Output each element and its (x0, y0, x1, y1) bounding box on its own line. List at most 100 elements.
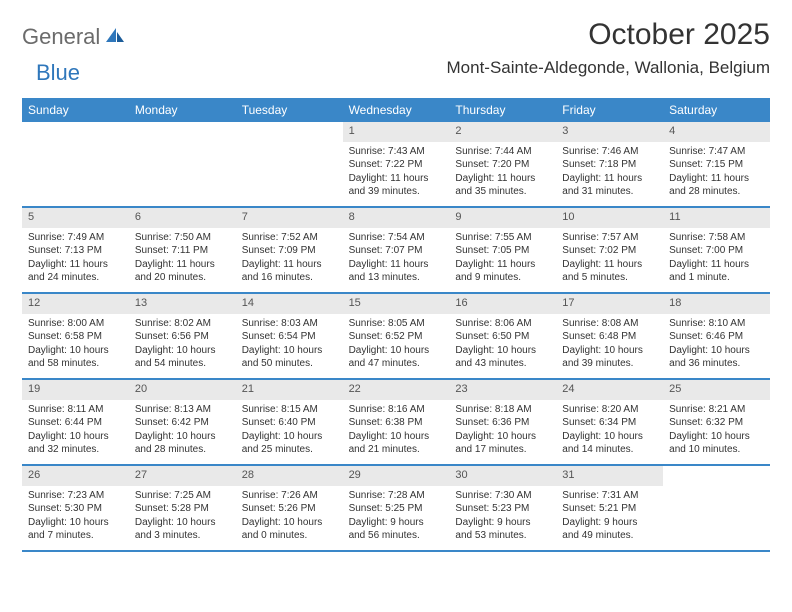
day-detail: Daylight: 10 hours (349, 344, 444, 358)
day-body: Sunrise: 8:08 AMSunset: 6:48 PMDaylight:… (556, 314, 663, 377)
day-body: Sunrise: 7:28 AMSunset: 5:25 PMDaylight:… (343, 486, 450, 549)
day-cell: 21Sunrise: 8:15 AMSunset: 6:40 PMDayligh… (236, 380, 343, 464)
day-detail: Sunrise: 7:26 AM (242, 489, 337, 503)
day-detail: and 14 minutes. (562, 443, 657, 457)
week-row: 1Sunrise: 7:43 AMSunset: 7:22 PMDaylight… (22, 122, 770, 208)
day-detail: and 5 minutes. (562, 271, 657, 285)
day-detail: Sunrise: 7:44 AM (455, 145, 550, 159)
day-detail: Sunrise: 7:31 AM (562, 489, 657, 503)
day-body: Sunrise: 7:58 AMSunset: 7:00 PMDaylight:… (663, 228, 770, 291)
day-detail: Sunset: 6:36 PM (455, 416, 550, 430)
day-detail: Sunset: 7:15 PM (669, 158, 764, 172)
day-number: 16 (449, 294, 556, 314)
day-detail: Sunrise: 7:54 AM (349, 231, 444, 245)
day-detail: Sunrise: 7:58 AM (669, 231, 764, 245)
day-detail: Daylight: 9 hours (455, 516, 550, 530)
day-body: Sunrise: 8:00 AMSunset: 6:58 PMDaylight:… (22, 314, 129, 377)
day-cell: 8Sunrise: 7:54 AMSunset: 7:07 PMDaylight… (343, 208, 450, 292)
day-number: 20 (129, 380, 236, 400)
day-cell (22, 122, 129, 206)
day-header-friday: Friday (556, 98, 663, 122)
day-detail: Daylight: 10 hours (669, 344, 764, 358)
day-number: 12 (22, 294, 129, 314)
day-detail: and 17 minutes. (455, 443, 550, 457)
day-detail: Sunrise: 8:10 AM (669, 317, 764, 331)
day-body: Sunrise: 7:46 AMSunset: 7:18 PMDaylight:… (556, 142, 663, 205)
day-detail: and 47 minutes. (349, 357, 444, 371)
day-detail: and 53 minutes. (455, 529, 550, 543)
day-cell: 9Sunrise: 7:55 AMSunset: 7:05 PMDaylight… (449, 208, 556, 292)
day-detail: and 58 minutes. (28, 357, 123, 371)
day-detail: Sunset: 5:30 PM (28, 502, 123, 516)
day-number: 13 (129, 294, 236, 314)
day-detail: Daylight: 11 hours (562, 172, 657, 186)
day-body: Sunrise: 7:47 AMSunset: 7:15 PMDaylight:… (663, 142, 770, 205)
day-detail: Daylight: 11 hours (28, 258, 123, 272)
week-row: 12Sunrise: 8:00 AMSunset: 6:58 PMDayligh… (22, 294, 770, 380)
weeks-container: 1Sunrise: 7:43 AMSunset: 7:22 PMDaylight… (22, 122, 770, 552)
day-detail: Daylight: 11 hours (455, 258, 550, 272)
day-detail: and 35 minutes. (455, 185, 550, 199)
day-body: Sunrise: 8:06 AMSunset: 6:50 PMDaylight:… (449, 314, 556, 377)
day-body: Sunrise: 7:44 AMSunset: 7:20 PMDaylight:… (449, 142, 556, 205)
day-body: Sunrise: 7:54 AMSunset: 7:07 PMDaylight:… (343, 228, 450, 291)
day-body: Sunrise: 7:26 AMSunset: 5:26 PMDaylight:… (236, 486, 343, 549)
day-detail: and 28 minutes. (135, 443, 230, 457)
day-detail: and 31 minutes. (562, 185, 657, 199)
day-detail: Daylight: 11 hours (562, 258, 657, 272)
day-number: 23 (449, 380, 556, 400)
day-cell: 1Sunrise: 7:43 AMSunset: 7:22 PMDaylight… (343, 122, 450, 206)
day-detail: Sunrise: 8:05 AM (349, 317, 444, 331)
title-block: October 2025 Mont-Sainte-Aldegonde, Wall… (447, 18, 771, 78)
day-cell: 11Sunrise: 7:58 AMSunset: 7:00 PMDayligh… (663, 208, 770, 292)
day-detail: Sunset: 7:09 PM (242, 244, 337, 258)
day-detail: and 54 minutes. (135, 357, 230, 371)
day-detail: Sunset: 6:34 PM (562, 416, 657, 430)
day-number: 10 (556, 208, 663, 228)
day-detail: Sunrise: 7:55 AM (455, 231, 550, 245)
day-detail: Sunrise: 8:16 AM (349, 403, 444, 417)
day-detail: Sunrise: 7:46 AM (562, 145, 657, 159)
day-detail: and 50 minutes. (242, 357, 337, 371)
day-body: Sunrise: 8:11 AMSunset: 6:44 PMDaylight:… (22, 400, 129, 463)
day-detail: and 39 minutes. (349, 185, 444, 199)
day-number: 24 (556, 380, 663, 400)
day-body: Sunrise: 8:13 AMSunset: 6:42 PMDaylight:… (129, 400, 236, 463)
day-header-tuesday: Tuesday (236, 98, 343, 122)
logo-text-blue: Blue (36, 60, 80, 86)
day-detail: Sunrise: 7:30 AM (455, 489, 550, 503)
day-detail: Sunrise: 7:23 AM (28, 489, 123, 503)
day-cell: 25Sunrise: 8:21 AMSunset: 6:32 PMDayligh… (663, 380, 770, 464)
day-number: 3 (556, 122, 663, 142)
day-detail: and 28 minutes. (669, 185, 764, 199)
day-detail: Daylight: 11 hours (242, 258, 337, 272)
day-detail: Sunrise: 8:11 AM (28, 403, 123, 417)
week-row: 5Sunrise: 7:49 AMSunset: 7:13 PMDaylight… (22, 208, 770, 294)
logo-text-general: General (22, 24, 100, 50)
day-number: 5 (22, 208, 129, 228)
day-detail: Sunset: 5:28 PM (135, 502, 230, 516)
day-detail: and 1 minute. (669, 271, 764, 285)
day-detail: Daylight: 10 hours (349, 430, 444, 444)
day-cell: 30Sunrise: 7:30 AMSunset: 5:23 PMDayligh… (449, 466, 556, 550)
day-number: 1 (343, 122, 450, 142)
day-detail: Daylight: 11 hours (349, 172, 444, 186)
day-cell: 29Sunrise: 7:28 AMSunset: 5:25 PMDayligh… (343, 466, 450, 550)
day-cell (663, 466, 770, 550)
day-detail: Sunrise: 8:00 AM (28, 317, 123, 331)
day-number: 2 (449, 122, 556, 142)
day-detail: Daylight: 11 hours (669, 258, 764, 272)
day-detail: Sunrise: 8:18 AM (455, 403, 550, 417)
day-detail: Sunset: 6:42 PM (135, 416, 230, 430)
day-cell: 15Sunrise: 8:05 AMSunset: 6:52 PMDayligh… (343, 294, 450, 378)
day-body: Sunrise: 7:50 AMSunset: 7:11 PMDaylight:… (129, 228, 236, 291)
day-header-thursday: Thursday (449, 98, 556, 122)
day-detail: Daylight: 10 hours (669, 430, 764, 444)
day-detail: Sunrise: 7:50 AM (135, 231, 230, 245)
day-number: 21 (236, 380, 343, 400)
logo: General (22, 24, 128, 50)
day-detail: Sunset: 6:56 PM (135, 330, 230, 344)
day-detail: Sunset: 6:32 PM (669, 416, 764, 430)
day-cell: 13Sunrise: 8:02 AMSunset: 6:56 PMDayligh… (129, 294, 236, 378)
day-number: 7 (236, 208, 343, 228)
